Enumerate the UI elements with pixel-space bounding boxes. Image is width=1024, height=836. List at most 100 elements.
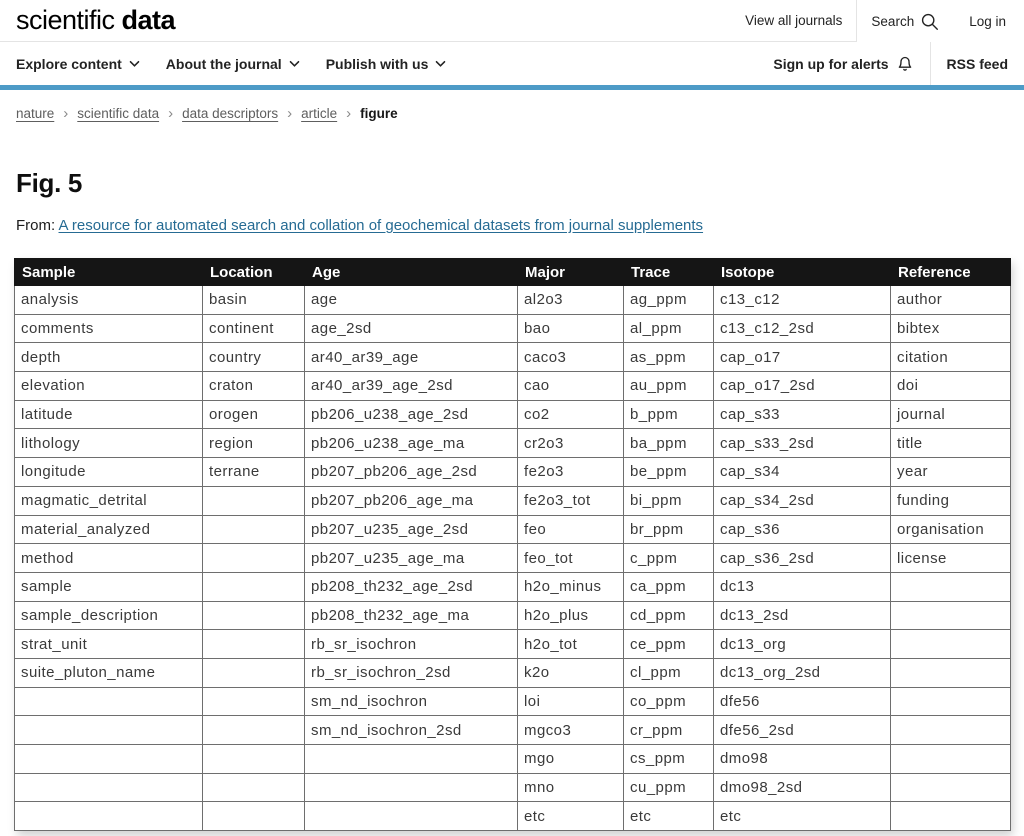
table-cell — [890, 801, 1011, 832]
table-cell: dc13 — [713, 571, 891, 602]
table-cell: dc13_org_2sd — [713, 657, 891, 688]
figure-image[interactable]: Sample Location Age Major Trace Isotope Refere… — [14, 258, 1011, 832]
table-cell: cap_s36_2sd — [713, 543, 891, 573]
table-row: mgo cs_ppm dmo98 — [14, 744, 1011, 774]
breadcrumb-link-data-descriptors[interactable]: data descriptors — [182, 106, 279, 121]
table-cell: journal — [890, 399, 1011, 430]
search-button[interactable]: Search — [871, 12, 939, 31]
table-cell: pb207_u235_age_2sd — [304, 514, 518, 545]
table-cell: cr_ppm — [623, 715, 714, 745]
figure-table: Sample Location Age Major Trace Isotope Refere… — [14, 258, 1011, 832]
table-cell: sample_description — [14, 600, 203, 631]
table-cell: cr2o3 — [517, 428, 624, 459]
column-header-location: Location — [202, 258, 305, 286]
header-right-section: Search Log in — [857, 0, 1024, 42]
column-header-major: Major — [517, 258, 624, 286]
view-all-journals-link[interactable]: View all journals — [745, 13, 843, 28]
table-cell: cap_s34 — [713, 457, 891, 487]
table-cell — [304, 772, 518, 803]
nav-item-about-the-journal[interactable]: About the journal — [166, 56, 300, 72]
table-cell: cd_ppm — [623, 600, 714, 631]
table-cell: cs_ppm — [623, 744, 714, 774]
table-cell: country — [202, 342, 305, 373]
main-nav: Explore content About the journal Publis… — [0, 42, 1024, 85]
chevron-right-icon: › — [63, 105, 69, 122]
column-header-trace: Trace — [623, 258, 714, 286]
table-cell: dfe56 — [713, 686, 891, 717]
accent-divider-bar — [0, 85, 1024, 90]
table-cell: co2 — [517, 399, 624, 430]
table-cell: comments — [14, 313, 203, 344]
chevron-right-icon: › — [346, 105, 352, 122]
column-header-age: Age — [304, 258, 518, 286]
table-cell: ce_ppm — [623, 629, 714, 659]
article-source-link[interactable]: A resource for automated search and coll… — [58, 217, 704, 234]
table-cell: author — [890, 285, 1011, 315]
table-row: etc etc etc — [14, 801, 1011, 832]
table-cell — [202, 715, 305, 745]
table-row: method pb207_u235_age_ma feo_tot c_ppm cap_s… — [14, 543, 1011, 573]
table-cell: k2o — [517, 657, 624, 688]
table-cell: pb207_pb206_age_2sd — [304, 457, 518, 487]
table-cell: doi — [890, 371, 1011, 401]
table-row: sm_nd_isochron loi co_ppm dfe56 — [14, 686, 1011, 717]
header-left-section: scientific data View all journals — [0, 0, 858, 42]
table-row: magmatic_detrital pb207_pb206_age_ma fe2o3… — [14, 485, 1011, 516]
table-cell: material_analyzed — [14, 514, 203, 545]
table-cell: ag_ppm — [623, 285, 714, 315]
table-cell — [202, 686, 305, 717]
login-link[interactable]: Log in — [969, 13, 1006, 29]
table-cell — [202, 571, 305, 602]
table-cell: etc — [623, 801, 714, 832]
chevron-down-icon — [129, 60, 140, 68]
table-cell: pb207_pb206_age_ma — [304, 485, 518, 516]
table-cell: dmo98_2sd — [713, 772, 891, 803]
journal-logo[interactable]: scientific data — [16, 5, 176, 36]
nav-item-publish-with-us[interactable]: Publish with us — [326, 56, 447, 72]
table-cell — [890, 744, 1011, 774]
table-cell — [890, 715, 1011, 745]
table-cell: title — [890, 428, 1011, 459]
nav-menu: Explore content About the journal Publis… — [16, 42, 446, 85]
table-cell — [202, 600, 305, 631]
site-header: scientific data View all journals Search… — [0, 0, 1024, 42]
alerts-label: Sign up for alerts — [773, 55, 889, 72]
table-cell: feo — [517, 514, 624, 545]
table-row: latitude orogen pb206_u238_age_2sd co2 b_ppm… — [14, 399, 1011, 430]
table-cell: pb208_th232_age_2sd — [304, 571, 518, 602]
signup-alerts-link[interactable]: Sign up for alerts — [773, 42, 931, 85]
table-row: suite_pluton_name rb_sr_isochron_2sd k2o cl… — [14, 657, 1011, 688]
table-cell: suite_pluton_name — [14, 657, 203, 688]
breadcrumb-link-article[interactable]: article — [301, 106, 338, 121]
breadcrumb-link-scientific-data[interactable]: scientific data — [77, 106, 160, 121]
table-cell: year — [890, 457, 1011, 487]
table-row: mno cu_ppm dmo98_2sd — [14, 772, 1011, 803]
table-cell — [890, 629, 1011, 659]
table-cell: elevation — [14, 371, 203, 401]
table-cell — [202, 801, 305, 832]
nav-item-explore-content[interactable]: Explore content — [16, 56, 140, 72]
table-cell: au_ppm — [623, 371, 714, 401]
table-cell: fe2o3_tot — [517, 485, 624, 516]
table-cell: c13_c12 — [713, 285, 891, 315]
table-row: comments continent age_2sd bao al_ppm c13_c12… — [14, 313, 1011, 344]
table-cell — [14, 686, 203, 717]
table-cell: ar40_ar39_age_2sd — [304, 371, 518, 401]
nav-label: About the journal — [165, 55, 282, 72]
table-cell: dfe56_2sd — [713, 715, 891, 745]
search-icon — [920, 12, 939, 31]
table-cell — [14, 801, 203, 832]
table-row: strat_unit rb_sr_isochron h2o_tot ce_ppm dc1… — [14, 629, 1011, 659]
rss-feed-link[interactable]: RSS feed — [946, 55, 1008, 72]
breadcrumb-link-nature[interactable]: nature — [16, 106, 55, 121]
column-header-reference: Reference — [890, 258, 1011, 286]
table-row: sm_nd_isochron_2sd mgco3 cr_ppm dfe56_2sd — [14, 715, 1011, 745]
table-cell: etc — [517, 801, 624, 832]
table-row: elevation craton ar40_ar39_age_2sd cao au_pp… — [14, 371, 1011, 401]
table-cell: dc13_2sd — [713, 600, 891, 631]
table-cell: c13_c12_2sd — [713, 313, 891, 344]
table-cell: cap_s34_2sd — [713, 485, 891, 516]
table-cell: license — [890, 543, 1011, 573]
table-cell: cap_o17_2sd — [713, 371, 891, 401]
table-cell: dmo98 — [713, 744, 891, 774]
